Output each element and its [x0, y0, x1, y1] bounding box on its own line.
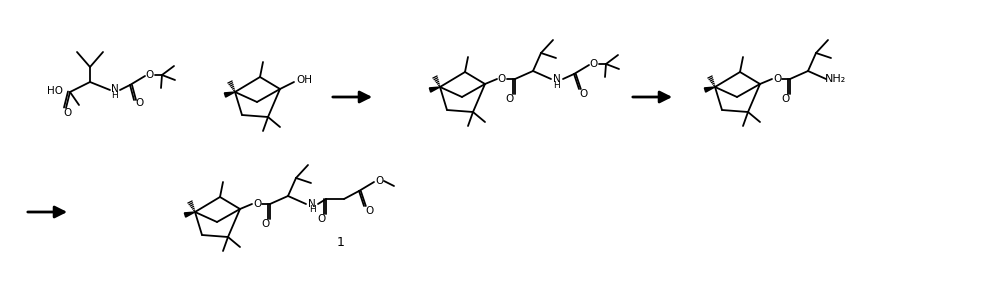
Text: O: O — [136, 98, 144, 108]
Text: O: O — [317, 214, 325, 224]
Text: O: O — [261, 219, 269, 229]
Text: O: O — [365, 206, 373, 216]
Text: NH₂: NH₂ — [825, 74, 847, 84]
Text: O: O — [580, 89, 588, 99]
Polygon shape — [184, 212, 195, 217]
Polygon shape — [429, 87, 440, 92]
Text: O: O — [781, 94, 789, 104]
Text: N: N — [111, 84, 119, 94]
Text: O: O — [498, 74, 506, 84]
Text: O: O — [146, 70, 154, 80]
Text: H: H — [554, 81, 560, 89]
Text: O: O — [253, 199, 261, 209]
Text: H: H — [112, 91, 118, 100]
Polygon shape — [224, 92, 235, 97]
Text: HO: HO — [47, 86, 63, 96]
Text: O: O — [375, 176, 383, 186]
Text: O: O — [773, 74, 781, 84]
Text: O: O — [63, 108, 72, 118]
Polygon shape — [704, 87, 715, 92]
Text: N: N — [308, 199, 316, 209]
Text: O: O — [590, 59, 598, 69]
Text: H: H — [309, 205, 315, 214]
Text: O: O — [506, 94, 514, 104]
Text: N: N — [553, 74, 561, 84]
Text: 1: 1 — [337, 236, 345, 249]
Text: OH: OH — [296, 75, 312, 85]
